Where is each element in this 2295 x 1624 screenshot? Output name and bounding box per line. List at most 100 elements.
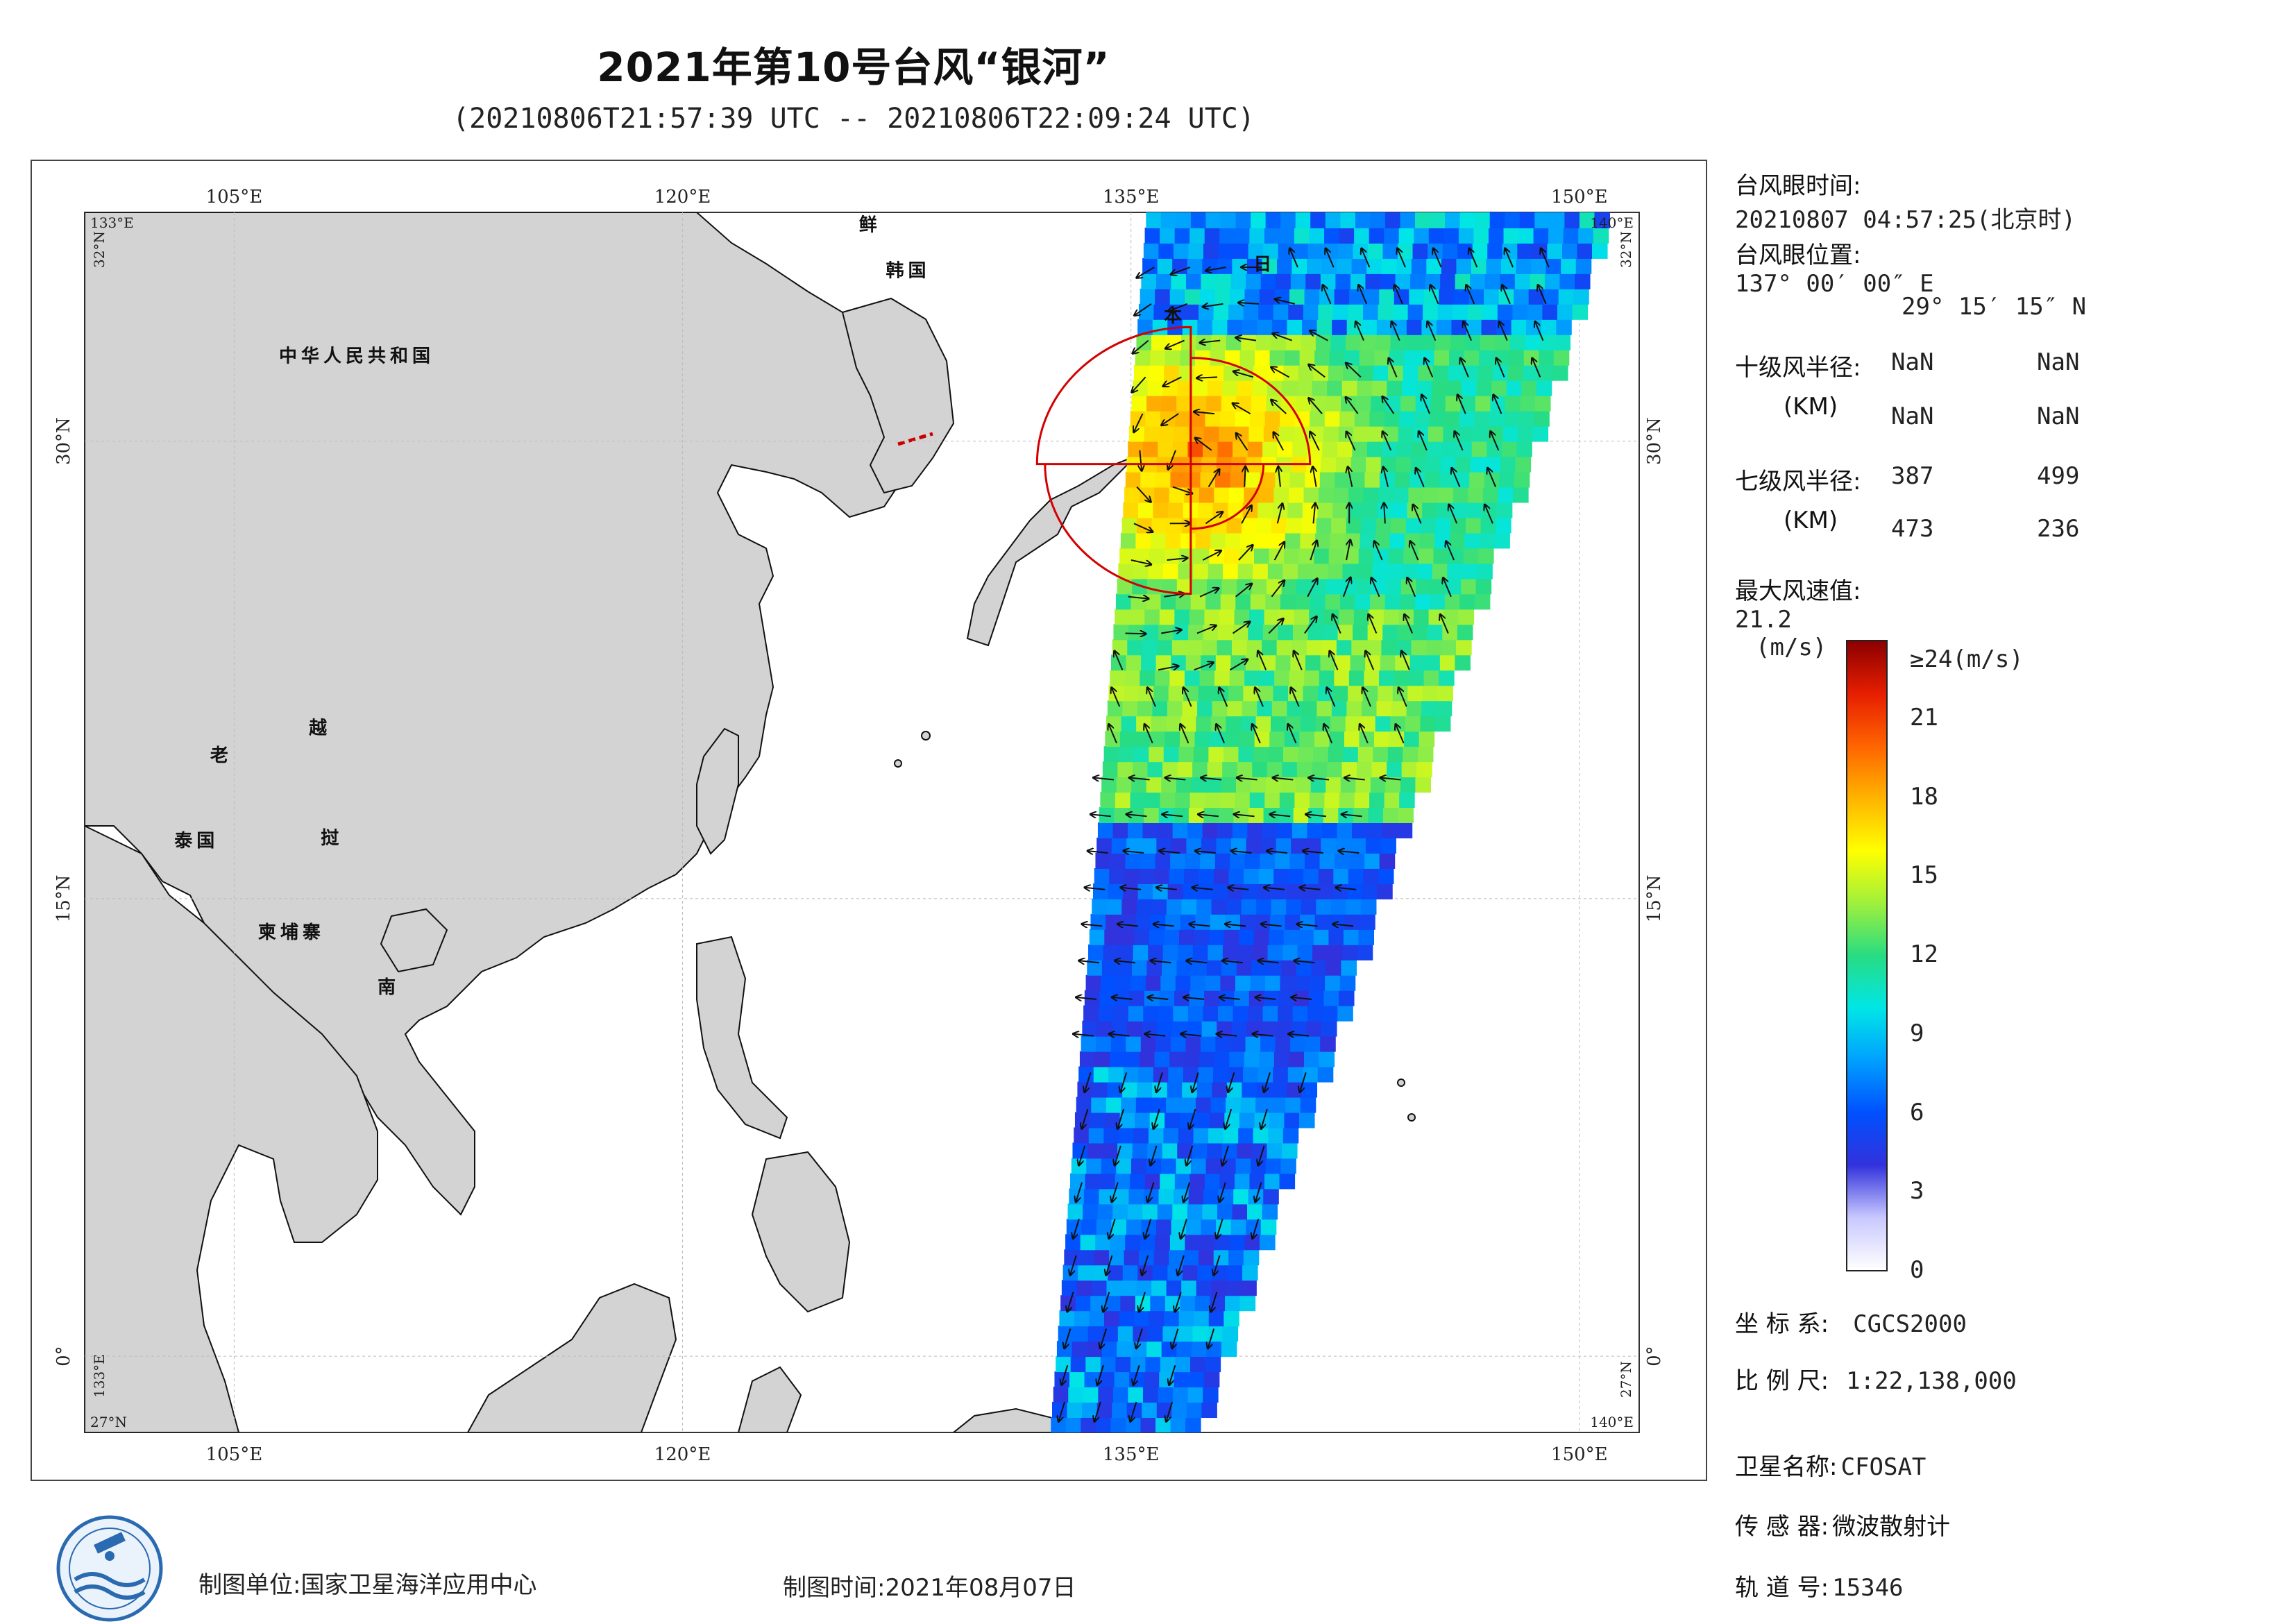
swath-cell bbox=[1280, 1173, 1296, 1189]
swath-cell bbox=[1236, 212, 1252, 228]
swath-cell bbox=[1280, 593, 1296, 609]
swath-cell bbox=[1158, 1006, 1174, 1022]
swath-cell bbox=[1340, 975, 1356, 991]
swath-cell bbox=[1525, 335, 1541, 350]
swath-cell bbox=[1223, 1326, 1239, 1342]
swath-cell bbox=[1364, 853, 1380, 869]
swath-cell bbox=[1083, 1006, 1099, 1022]
swath-cell bbox=[1194, 746, 1210, 762]
swath-cell bbox=[1371, 396, 1387, 412]
swath-cell bbox=[1247, 1203, 1263, 1219]
swath-cell bbox=[1305, 273, 1321, 289]
swath-cell bbox=[1310, 212, 1326, 228]
swath-cell bbox=[1196, 899, 1212, 915]
swath-cell bbox=[1160, 609, 1176, 625]
swath-cell bbox=[1067, 1402, 1083, 1418]
swath-cell bbox=[1366, 838, 1382, 854]
swath-cell bbox=[1382, 243, 1398, 259]
swath-cell bbox=[1146, 1341, 1162, 1357]
swath-cell bbox=[1517, 243, 1533, 259]
swath-cell bbox=[1362, 883, 1378, 899]
orbit-value: 15346 bbox=[1832, 1574, 1903, 1602]
swath-cell bbox=[1142, 838, 1158, 854]
swath-cell bbox=[1490, 212, 1506, 228]
swath-cell bbox=[1403, 746, 1419, 762]
swath-cell bbox=[1144, 609, 1160, 625]
swath-cell bbox=[1333, 685, 1349, 701]
swath-cell bbox=[1357, 761, 1373, 777]
swath-cell bbox=[1148, 563, 1164, 579]
swath-cell bbox=[1140, 1051, 1155, 1067]
swath-cell bbox=[1320, 472, 1336, 488]
swath-cell bbox=[1316, 518, 1332, 534]
corner-label: 32°N bbox=[91, 231, 108, 268]
swath-cell bbox=[1203, 1188, 1219, 1204]
swath-cell bbox=[1436, 518, 1452, 534]
swath-cell bbox=[1196, 1097, 1212, 1113]
swath-cell bbox=[1126, 1219, 1142, 1235]
swath-cell bbox=[1470, 273, 1486, 289]
swath-cell bbox=[1226, 716, 1242, 731]
swath-cell bbox=[1285, 350, 1301, 366]
swath-cell bbox=[1130, 593, 1146, 609]
swath-cell bbox=[1400, 593, 1416, 609]
swath-cell bbox=[1265, 593, 1281, 609]
swath-cell bbox=[1427, 441, 1443, 457]
swath-cell bbox=[1529, 289, 1545, 305]
swath-cell bbox=[1538, 365, 1554, 381]
swath-cell bbox=[1225, 914, 1241, 930]
swath-cell bbox=[1242, 1264, 1258, 1280]
satellite-label: 卫星名称: bbox=[1735, 1453, 1837, 1481]
swath-cell bbox=[1151, 1280, 1167, 1296]
swath-cell bbox=[1179, 365, 1195, 381]
swath-cell bbox=[1447, 380, 1463, 396]
swath-cell bbox=[1487, 258, 1502, 274]
swath-cell bbox=[1098, 1387, 1114, 1403]
swath-cell bbox=[1400, 777, 1416, 793]
swath-cell bbox=[1159, 426, 1175, 442]
swath-cell bbox=[1092, 1280, 1108, 1296]
swath-cell bbox=[1430, 411, 1446, 427]
swath-cell bbox=[1091, 1097, 1107, 1113]
swath-cell bbox=[1219, 228, 1235, 244]
swath-cell bbox=[1388, 746, 1404, 762]
swath-cell bbox=[1232, 639, 1248, 655]
swath-cell bbox=[1520, 212, 1536, 228]
swath-cell bbox=[1516, 441, 1532, 457]
swath-cell bbox=[1138, 883, 1154, 899]
swath-cell bbox=[1329, 731, 1345, 747]
swath-cell bbox=[1303, 883, 1319, 899]
swath-cell bbox=[1104, 1310, 1120, 1326]
swath-cell bbox=[1260, 1234, 1276, 1250]
swath-cell bbox=[1103, 945, 1119, 961]
swath-cell bbox=[1210, 350, 1226, 366]
swath-cell bbox=[1461, 578, 1477, 594]
swath-cell bbox=[1400, 212, 1416, 228]
swath-cell bbox=[1136, 716, 1152, 731]
swath-cell bbox=[1116, 975, 1132, 991]
swath-cell bbox=[1238, 746, 1254, 762]
swath-cell bbox=[1482, 319, 1498, 335]
swath-cell bbox=[1412, 639, 1428, 655]
swath-cell bbox=[1467, 502, 1483, 518]
swath-cell bbox=[1289, 868, 1305, 884]
swath-cell bbox=[1218, 1006, 1234, 1022]
swath-cell bbox=[1328, 746, 1344, 762]
swath-cell bbox=[1370, 593, 1386, 609]
swath-cell bbox=[1530, 273, 1545, 289]
swath-cell bbox=[1310, 411, 1326, 427]
swath-cell bbox=[1371, 777, 1387, 793]
eye-time-label: 台风眼时间: bbox=[1735, 172, 1861, 200]
swath-cell bbox=[1260, 853, 1276, 869]
swath-cell bbox=[1353, 426, 1369, 442]
swath-cell bbox=[1381, 457, 1397, 473]
swath-cell bbox=[1155, 853, 1171, 869]
swath-cell bbox=[1221, 212, 1237, 228]
swath-cell bbox=[1295, 411, 1311, 427]
swath-cell bbox=[1145, 411, 1161, 427]
swath-cell bbox=[1173, 441, 1189, 457]
coord-value: CGCS2000 bbox=[1853, 1310, 1967, 1338]
land-island bbox=[922, 731, 930, 740]
swath-cell bbox=[1534, 212, 1550, 228]
swath-cell bbox=[1162, 396, 1178, 412]
